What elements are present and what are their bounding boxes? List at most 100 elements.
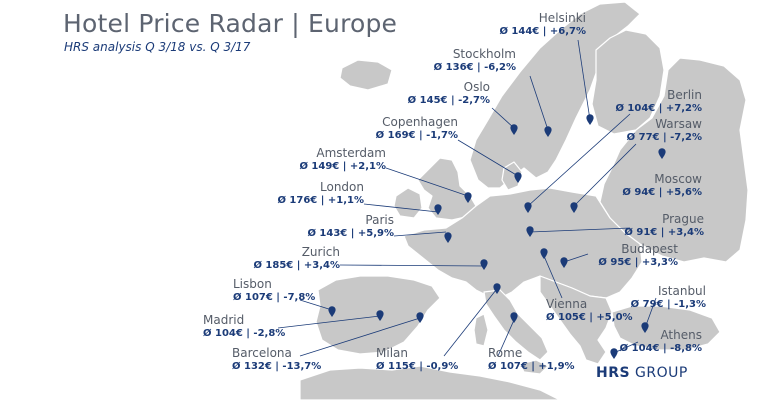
city-label-prague: Prague Ø 91€ | +3,4%: [608, 212, 704, 240]
city-price: Ø 143€ | +5,9%: [307, 228, 394, 239]
iceland-shape: [339, 59, 393, 91]
city-label-zurich: Zurich Ø 185€ | +3,4%: [240, 245, 340, 273]
city-label-rome: Rome Ø 107€ | +1,9%: [488, 346, 575, 374]
city-label-paris: Paris Ø 143€ | +5,9%: [280, 213, 394, 241]
city-label-madrid: Madrid Ø 104€ | -2,8%: [203, 313, 285, 341]
finland-shape: [591, 29, 665, 135]
logo-brand: HRS: [596, 365, 631, 381]
city-name: London: [320, 180, 364, 194]
city-label-moscow: Moscow Ø 94€ | +5,6%: [606, 172, 702, 200]
city-name: Zurich: [301, 245, 340, 259]
city-name: Copenhagen: [382, 115, 458, 129]
city-price: Ø 136€ | -6,2%: [433, 62, 516, 73]
turkey-shape: [611, 305, 721, 351]
city-price: Ø 144€ | +6,7%: [499, 26, 586, 37]
map-pin-icon: [641, 322, 649, 333]
leader-line: [299, 299, 333, 311]
city-name: Helsinki: [538, 11, 586, 25]
map-pin-icon: [434, 204, 442, 215]
city-price: Ø 104€ | -2,8%: [203, 328, 286, 339]
map-pin-icon: [510, 124, 518, 135]
city-label-lisbon: Lisbon Ø 107€ | -7,8%: [233, 277, 315, 305]
city-label-helsinki: Helsinki Ø 144€ | +6,7%: [498, 11, 586, 39]
city-price: Ø 91€ | +3,4%: [624, 227, 704, 238]
city-label-copenhagen: Copenhagen Ø 169€ | -1,7%: [364, 115, 458, 143]
city-name: Barcelona: [232, 346, 292, 360]
city-price: Ø 105€ | +5,0%: [546, 312, 633, 323]
city-name: Milan: [376, 346, 408, 360]
sardinia-shape: [473, 313, 489, 347]
map-pin-icon: [544, 126, 552, 137]
city-name: Paris: [365, 213, 394, 227]
city-name: Oslo: [463, 80, 490, 94]
city-label-milan: Milan Ø 115€ | -0,9%: [376, 346, 458, 374]
map-pin-icon: [376, 310, 384, 321]
city-price: Ø 132€ | -13,7%: [232, 361, 322, 372]
city-price: Ø 95€ | +3,3%: [598, 257, 678, 268]
city-label-london: London Ø 176€ | +1,1%: [254, 180, 364, 208]
map-pin-icon: [510, 312, 518, 323]
italy-shape: [483, 289, 549, 361]
city-label-oslo: Oslo Ø 145€ | -2,7%: [398, 80, 490, 108]
leader-line: [299, 317, 421, 357]
city-name: Madrid: [203, 313, 245, 327]
leader-line: [527, 113, 631, 207]
city-price: Ø 185€ | +3,4%: [253, 260, 340, 271]
leader-line: [277, 315, 381, 329]
leader-line: [363, 203, 439, 213]
map-pin-icon: [514, 172, 522, 183]
city-label-stockholm: Stockholm Ø 136€ | -6,2%: [424, 47, 516, 75]
map-pin-icon: [570, 202, 578, 213]
city-name: Berlin: [667, 88, 702, 102]
city-name: Vienna: [546, 297, 588, 311]
city-label-vienna: Vienna Ø 105€ | +5,0%: [546, 297, 633, 325]
city-name: Amsterdam: [316, 146, 386, 160]
map-pin-icon: [464, 192, 472, 203]
page-subtitle: HRS analysis Q 3/18 vs. Q 3/17: [64, 40, 251, 54]
city-name: Moscow: [654, 172, 702, 186]
city-label-istanbul: Istanbul Ø 79€ | -1,3%: [614, 284, 706, 312]
ireland-shape: [393, 187, 423, 219]
land-masses: [299, 1, 749, 400]
city-label-amsterdam: Amsterdam Ø 149€ | +2,1%: [290, 146, 386, 174]
map-pin-icon: [416, 312, 424, 323]
city-price: Ø 149€ | +2,1%: [299, 161, 386, 172]
leader-line: [563, 253, 589, 263]
city-price: Ø 104€ | +7,2%: [615, 103, 702, 114]
city-price: Ø 79€ | -1,3%: [630, 299, 706, 310]
city-price: Ø 169€ | -1,7%: [375, 130, 458, 141]
city-name: Budapest: [621, 242, 678, 256]
map-pin-icon: [328, 306, 336, 317]
map-pin-icon: [610, 348, 618, 359]
leader-lines: [277, 39, 657, 357]
leader-line: [529, 227, 631, 233]
city-markers: [328, 114, 666, 359]
leader-line: [529, 75, 549, 131]
map-pin-icon: [480, 259, 488, 270]
map-pin-icon: [524, 202, 532, 213]
hrs-group-logo: HRS GROUP: [596, 365, 688, 381]
city-price: Ø 115€ | -0,9%: [376, 361, 459, 372]
leader-line: [577, 39, 591, 121]
map-pin-icon: [658, 148, 666, 159]
city-name: Lisbon: [233, 277, 272, 291]
leader-line: [491, 107, 515, 129]
city-price: Ø 104€ | -8,8%: [619, 343, 702, 354]
city-label-warsaw: Warsaw Ø 77€ | -7,2%: [604, 117, 702, 145]
logo-suffix: GROUP: [635, 365, 688, 381]
city-price: Ø 145€ | -2,7%: [407, 95, 490, 106]
map-pin-icon: [493, 283, 501, 294]
map-pin-icon: [444, 232, 452, 243]
city-name: Istanbul: [657, 284, 706, 298]
leader-line: [497, 319, 515, 357]
city-label-berlin: Berlin Ø 104€ | +7,2%: [608, 88, 702, 116]
city-price: Ø 94€ | +5,6%: [622, 187, 702, 198]
city-name: Warsaw: [655, 117, 702, 131]
map-pin-icon: [586, 114, 594, 125]
city-label-athens: Athens Ø 104€ | -8,8%: [604, 328, 702, 356]
city-price: Ø 107€ | -7,8%: [233, 292, 316, 303]
page-title: Hotel Price Radar | Europe: [63, 9, 398, 38]
leader-line: [339, 264, 485, 267]
